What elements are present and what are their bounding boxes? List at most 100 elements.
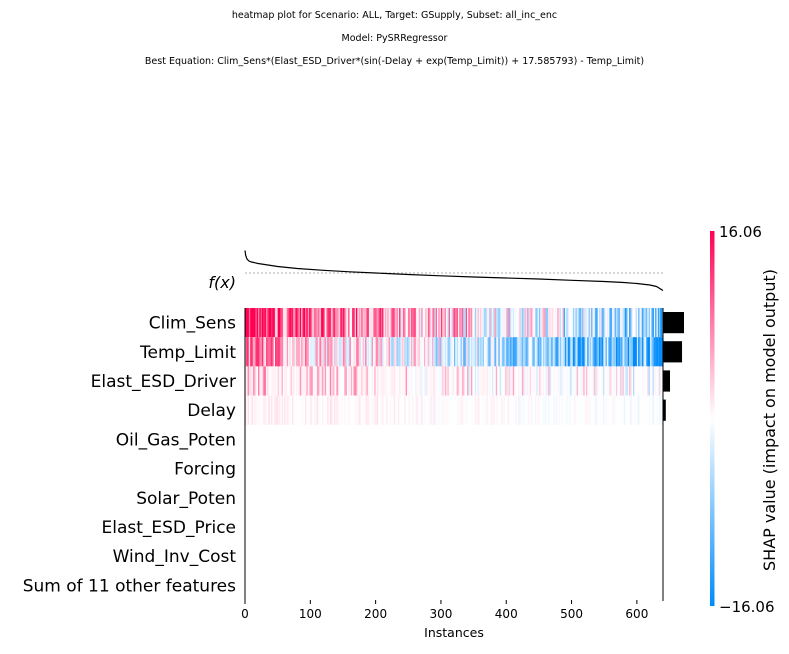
heatmap-cell <box>474 395 477 425</box>
heatmap-cell <box>626 395 629 425</box>
x-tick-label: 500 <box>560 607 583 621</box>
heatmap-cell <box>357 395 360 425</box>
heatmap-cell <box>380 308 383 338</box>
heatmap-cell <box>396 337 399 367</box>
heatmap-cell <box>626 366 629 396</box>
heatmap-cell <box>574 337 576 367</box>
heatmap-cell <box>311 366 314 396</box>
heatmap-cell <box>437 337 439 367</box>
fx-curve <box>244 250 664 292</box>
heatmap-cell <box>627 308 630 338</box>
heatmap-cell <box>323 308 326 338</box>
heatmap-cell <box>297 395 299 425</box>
heatmap-cell <box>516 395 519 425</box>
heatmap-cell <box>409 366 412 396</box>
heatmap-cell <box>545 366 548 396</box>
chart-title-line-1: heatmap plot for Scenario: ALL, Target: … <box>231 10 558 21</box>
heatmap-cell <box>574 366 576 396</box>
heatmap-cell <box>585 337 588 367</box>
heatmap-cell <box>409 308 412 338</box>
heatmap-cell <box>537 395 540 425</box>
heatmap-cell <box>644 308 647 338</box>
heatmap-cell <box>485 337 488 367</box>
heatmap-cell <box>451 395 454 425</box>
heatmap-cell <box>373 337 375 367</box>
heatmap-cell <box>418 366 421 396</box>
feature-labels: Clim_Sens Temp_Limit Elast_ESD_Driver Delay… <box>23 314 237 597</box>
heatmap-cell <box>389 366 392 396</box>
heatmap-cell <box>323 395 326 425</box>
heatmap-cell <box>487 337 490 367</box>
heatmap-cell <box>333 366 336 396</box>
heatmap-cell <box>652 395 655 425</box>
heatmap-cell <box>659 395 661 425</box>
heatmap-cell <box>589 395 592 425</box>
heatmap-cell <box>256 366 259 396</box>
heatmap-cell <box>597 395 600 425</box>
heatmap-cell <box>580 308 583 338</box>
heatmap-cell <box>527 395 529 425</box>
heatmap-cell <box>325 366 328 396</box>
heatmap-cell <box>264 337 267 367</box>
heatmap-cell <box>541 395 544 425</box>
heatmap-cell <box>516 366 519 396</box>
heatmap-cell <box>632 366 635 396</box>
heatmap-cell <box>579 395 582 425</box>
heatmap-cell <box>638 308 640 338</box>
heatmap-cell <box>289 366 292 396</box>
heatmap-cell <box>401 395 404 425</box>
heatmap-cell <box>258 366 260 396</box>
heatmap-cell <box>523 395 525 425</box>
heatmap-cell <box>487 395 490 425</box>
heatmap-cell <box>450 337 452 367</box>
heatmap-cell <box>514 337 516 367</box>
heatmap-cell <box>367 337 370 367</box>
heatmap-cell <box>320 395 323 425</box>
heatmap-cell <box>575 337 578 367</box>
heatmap-cell <box>481 337 484 367</box>
heatmap-cell <box>456 366 459 396</box>
heatmap-cell <box>503 308 506 338</box>
heatmap-cell <box>425 366 427 396</box>
heatmap-cell <box>642 308 644 338</box>
heatmap-cell <box>285 308 288 338</box>
heatmap-cell <box>612 366 614 396</box>
heatmap-cell <box>497 308 499 338</box>
heatmap-cell <box>525 395 528 425</box>
heatmap-cell <box>302 395 305 425</box>
heatmap-cell <box>635 366 638 396</box>
heatmap-cell <box>276 395 279 425</box>
heatmap-cell <box>627 337 630 367</box>
heatmap-cell <box>410 366 413 396</box>
heatmap-cell <box>469 366 472 396</box>
heatmap-cell <box>499 366 502 396</box>
heatmap-cell <box>433 366 435 396</box>
heatmap-cell <box>484 308 486 338</box>
heatmap-cell <box>259 308 262 338</box>
heatmap-cell <box>591 337 593 367</box>
heatmap-cell <box>632 337 635 367</box>
heatmap-cell <box>506 366 508 396</box>
heatmap-cell <box>559 395 562 425</box>
heatmap-cell <box>246 366 249 396</box>
heatmap-cell <box>421 308 424 338</box>
heatmap-cell <box>609 366 612 396</box>
heatmap-cell <box>261 366 264 396</box>
heatmap-cell <box>346 337 349 367</box>
heatmap-cell <box>523 337 525 367</box>
heatmap-cell <box>348 395 350 425</box>
heatmap-cell <box>418 395 421 425</box>
heatmap-cell <box>531 308 533 338</box>
heatmap-cell <box>400 366 403 396</box>
heatmap-cell <box>362 395 365 425</box>
heatmap-cell <box>348 337 350 367</box>
heatmap-cell <box>571 308 574 338</box>
heatmap-cell <box>511 366 514 396</box>
heatmap-cell <box>597 308 600 338</box>
heatmap-cell <box>292 395 294 425</box>
heatmap-cell <box>393 308 396 338</box>
heatmap-cell <box>510 308 512 338</box>
heatmap-cell <box>660 366 663 396</box>
heatmap-cell <box>454 308 456 338</box>
heatmap-cell <box>357 366 360 396</box>
